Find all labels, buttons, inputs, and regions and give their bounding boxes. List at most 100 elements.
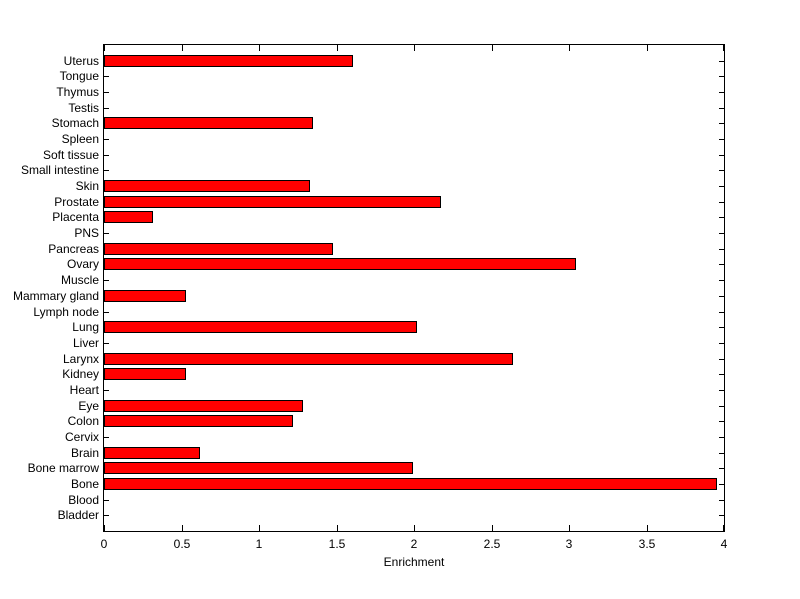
x-tick-top	[104, 45, 105, 51]
x-tick-top	[259, 45, 260, 51]
y-tick-left	[104, 280, 109, 281]
y-tick-label: Lung	[72, 320, 99, 334]
y-tick-label: PNS	[74, 226, 99, 240]
y-tick-label: Colon	[67, 414, 99, 428]
y-tick-label: Kidney	[62, 367, 99, 381]
x-tick-top	[337, 45, 338, 51]
x-tick-bottom	[337, 525, 338, 531]
y-tick-right	[719, 515, 724, 516]
y-tick-label: Larynx	[62, 352, 99, 366]
x-tick-bottom	[414, 525, 415, 531]
x-tick-label: 0.5	[173, 537, 191, 551]
y-tick-right	[719, 327, 724, 328]
x-tick-top	[414, 45, 415, 51]
y-tick-right	[719, 437, 724, 438]
y-tick-label: Mammary gland	[12, 289, 99, 303]
y-tick-right	[719, 233, 724, 234]
bar	[104, 462, 413, 474]
y-tick-left	[104, 92, 109, 93]
y-tick-right	[719, 202, 724, 203]
bar	[104, 290, 186, 302]
bar	[104, 400, 303, 412]
bar	[104, 258, 576, 270]
y-tick-left	[104, 437, 109, 438]
y-tick-right	[719, 453, 724, 454]
bar	[104, 117, 313, 129]
y-tick-label: Heart	[69, 383, 99, 397]
y-tick-label: Small intestine	[20, 163, 99, 177]
y-tick-label: Soft tissue	[42, 148, 99, 162]
y-tick-right	[719, 264, 724, 265]
bar	[104, 353, 513, 365]
y-tick-right	[719, 61, 724, 62]
bar	[104, 196, 441, 208]
y-tick-label: Testis	[68, 101, 99, 115]
y-tick-right	[719, 139, 724, 140]
x-tick-label: 1	[255, 537, 263, 551]
x-tick-label: 2.5	[483, 537, 501, 551]
y-tick-right	[719, 217, 724, 218]
y-tick-right	[719, 406, 724, 407]
x-tick-label: 4	[720, 537, 728, 551]
bar	[104, 55, 353, 67]
y-tick-left	[104, 139, 109, 140]
y-tick-label: Bone marrow	[27, 461, 99, 475]
x-tick-top	[723, 45, 724, 51]
y-tick-right	[719, 468, 724, 469]
y-tick-label: Blood	[68, 493, 99, 507]
y-tick-left	[104, 170, 109, 171]
plot-area	[103, 44, 725, 532]
y-tick-label: Skin	[75, 179, 99, 193]
bar	[104, 415, 293, 427]
y-tick-label: Eye	[78, 399, 99, 413]
bar	[104, 368, 186, 380]
y-tick-label: Placenta	[52, 210, 99, 224]
y-tick-right	[719, 76, 724, 77]
y-tick-left	[104, 515, 109, 516]
bar	[104, 321, 417, 333]
x-tick-bottom	[723, 525, 724, 531]
y-tick-label: Prostate	[54, 195, 99, 209]
x-tick-top	[492, 45, 493, 51]
y-tick-left	[104, 312, 109, 313]
y-tick-left	[104, 108, 109, 109]
y-tick-right	[719, 374, 724, 375]
x-tick-top	[647, 45, 648, 51]
y-tick-right	[719, 186, 724, 187]
y-tick-right	[719, 280, 724, 281]
bar	[104, 478, 717, 490]
x-tick-label: 3	[565, 537, 573, 551]
y-tick-left	[104, 390, 109, 391]
y-tick-label: Brain	[70, 446, 99, 460]
bar	[104, 211, 153, 223]
y-tick-right	[719, 312, 724, 313]
y-tick-label: Spleen	[61, 132, 99, 146]
y-tick-label: Tongue	[59, 69, 99, 83]
y-tick-right	[719, 155, 724, 156]
y-tick-left	[104, 155, 109, 156]
y-tick-right	[719, 92, 724, 93]
x-axis-title: Enrichment	[383, 555, 445, 569]
bar	[104, 447, 200, 459]
y-tick-right	[719, 359, 724, 360]
x-tick-label: 2	[410, 537, 418, 551]
y-tick-right	[719, 296, 724, 297]
y-tick-label: Bladder	[57, 508, 99, 522]
y-tick-left	[104, 500, 109, 501]
y-tick-right	[719, 123, 724, 124]
x-tick-bottom	[492, 525, 493, 531]
y-tick-label: Muscle	[60, 273, 99, 287]
y-tick-label: Lymph node	[33, 305, 99, 319]
y-tick-left	[104, 233, 109, 234]
y-tick-label: Bone	[70, 477, 99, 491]
y-tick-right	[719, 390, 724, 391]
y-tick-label: Liver	[72, 336, 99, 350]
x-tick-label: 0	[100, 537, 108, 551]
x-tick-label: 3.5	[638, 537, 656, 551]
y-tick-right	[719, 484, 724, 485]
y-tick-label: Cervix	[64, 430, 99, 444]
x-tick-label: 1.5	[328, 537, 346, 551]
y-tick-label: Thymus	[56, 85, 99, 99]
x-tick-top	[569, 45, 570, 51]
x-tick-bottom	[182, 525, 183, 531]
